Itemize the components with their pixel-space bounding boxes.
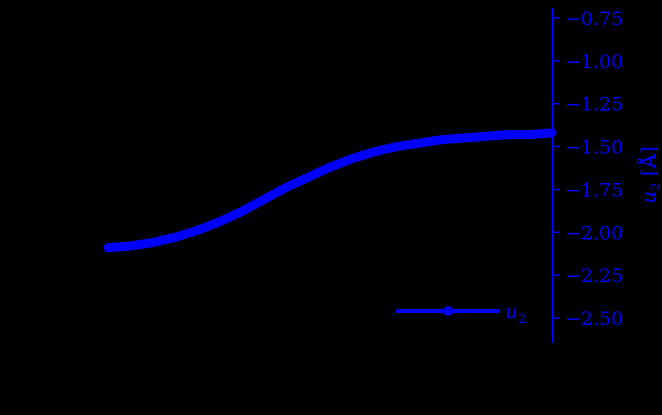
y-axis-label-var: u — [636, 191, 660, 204]
legend-label: u2 — [505, 299, 526, 327]
series-u2 — [103, 128, 557, 253]
y-tick-label: −1.75 — [565, 179, 623, 201]
legend: u2 — [396, 299, 526, 327]
svg-text:u2 [Å]: u2 [Å] — [635, 146, 662, 204]
y-tick-label: −2.00 — [565, 222, 623, 244]
y-tick-label: −1.00 — [565, 51, 623, 73]
y-axis-right: −0.75 −1.00 −1.25 −1.50 −1.75 −2.00 −2.25 −2.50 — [552, 8, 623, 343]
y-axis-label-sub: 2 — [649, 183, 662, 191]
legend-label-var: u — [505, 299, 518, 323]
y-axis-label-unit: [Å] — [635, 146, 660, 176]
legend-label-sub: 2 — [518, 312, 526, 327]
y-tick-label: −2.50 — [565, 308, 623, 330]
y-tick-label: −1.50 — [565, 137, 623, 159]
series-line — [103, 128, 557, 253]
legend-marker-icon — [443, 306, 453, 316]
y-tick-label: −2.25 — [565, 265, 623, 287]
y-tick-label: −0.75 — [565, 8, 623, 30]
y-axis-label: u2 [Å] — [635, 146, 662, 204]
y-axis-ticks: −0.75 −1.00 −1.25 −1.50 −1.75 −2.00 −2.25 −2.50 — [553, 8, 623, 330]
y-tick-label: −1.25 — [565, 94, 623, 116]
